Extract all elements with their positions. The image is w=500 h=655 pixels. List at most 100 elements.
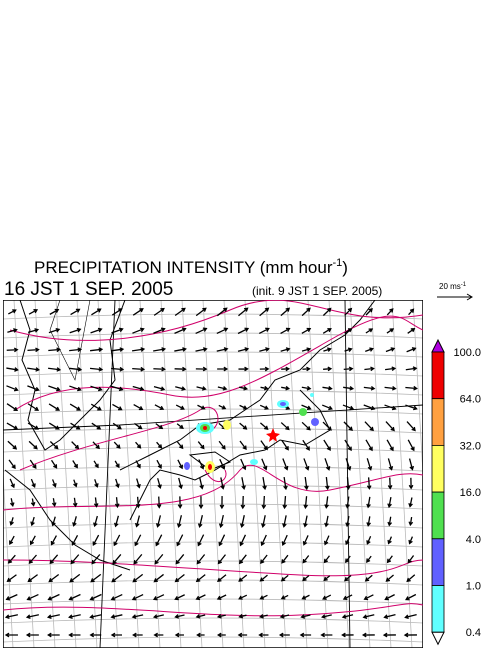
wind-vector: [238, 554, 247, 565]
wind-vector: [134, 422, 143, 430]
colorbar-band: [431, 444, 445, 493]
graticule-line: [13, 300, 35, 648]
wind-vector: [49, 554, 59, 565]
wind-vector: [132, 385, 145, 392]
wind-vector: [280, 307, 291, 317]
wind-vector: [174, 594, 185, 601]
wind-vector: [111, 573, 123, 583]
wind-vector: [320, 632, 333, 638]
wind-vector: [386, 328, 395, 334]
wind-vector: [239, 515, 245, 529]
wind-vector: [112, 422, 122, 430]
wind-vector: [7, 554, 16, 564]
wind-vector: [281, 554, 289, 564]
wind-vector: [174, 327, 187, 334]
wind-vector: [49, 441, 59, 450]
wind-vector: [406, 421, 416, 432]
wind-vector: [92, 534, 100, 547]
wind-vector: [195, 574, 206, 583]
wind-vector: [112, 403, 123, 411]
graticule-line: [223, 300, 245, 648]
init-time: (init. 9 JST 1 SEP. 2005): [252, 284, 382, 298]
wind-vector: [216, 594, 227, 600]
wind-vector: [155, 534, 163, 547]
wind-vector: [90, 385, 103, 392]
wind-vector: [110, 632, 122, 638]
wind-vector: [303, 496, 309, 510]
wind-vector: [110, 347, 125, 352]
wind-vector: [366, 458, 373, 471]
wind-vector: [366, 496, 371, 509]
graticule-line: [34, 300, 56, 648]
graticule-line: [3, 484, 423, 491]
colorbar-band: [431, 585, 445, 633]
graticule-line: [76, 300, 98, 648]
wind-vector: [69, 385, 82, 392]
wind-vector: [196, 632, 205, 638]
wind-vector: [157, 478, 162, 489]
wind-vector: [89, 614, 102, 619]
wind-vector: [262, 477, 267, 491]
wind-vector: [89, 366, 104, 372]
colorbar-label: 4.0: [466, 534, 481, 546]
wind-vector: [405, 404, 418, 411]
wind-vector: [217, 386, 228, 391]
wind-vector: [9, 498, 15, 508]
wind-vector: [178, 477, 183, 490]
wind-vector: [280, 327, 291, 334]
wind-vector: [25, 632, 39, 638]
wind-vector: [344, 439, 352, 452]
wind-vector: [260, 440, 268, 451]
wind-vector: [344, 328, 353, 334]
wind-vector: [365, 307, 373, 316]
wind-vector: [195, 594, 206, 601]
wind-vector: [385, 366, 397, 372]
wind-vector: [72, 516, 77, 527]
wind-vector: [50, 459, 58, 469]
wind-vector: [111, 385, 124, 392]
graticule-line: [181, 300, 203, 648]
wind-vector: [216, 307, 228, 317]
wind-vector: [47, 593, 60, 601]
wind-vector: [241, 477, 246, 490]
wind-vector: [47, 632, 60, 638]
wind-vector: [322, 594, 332, 600]
wind-vector: [366, 555, 372, 563]
wind-vector: [134, 515, 141, 528]
wind-vector: [195, 327, 208, 335]
wind-vector: [324, 535, 330, 546]
wind-vector: [197, 441, 205, 450]
wind-legend-arrow: [437, 293, 473, 301]
wind-vector: [90, 403, 102, 411]
graticule-line: [3, 408, 423, 415]
wind-vector: [6, 385, 19, 392]
wind-vector: [136, 478, 141, 489]
wind-vector: [70, 422, 81, 430]
wind-vector: [278, 632, 290, 638]
wind-vector: [195, 614, 206, 619]
wind-vector: [261, 458, 268, 471]
graticule-line: [97, 300, 119, 648]
wind-vector: [69, 347, 83, 353]
wind-vector: [406, 574, 416, 583]
wind-vector: [364, 366, 375, 372]
wind-vector: [279, 614, 290, 619]
wind-vector: [154, 404, 165, 411]
wind-vector: [408, 516, 414, 527]
wind-vector: [6, 422, 19, 430]
wind-vector: [27, 347, 40, 353]
wind-vector: [175, 554, 185, 565]
wind-vector: [176, 534, 184, 547]
wind-vector: [385, 421, 395, 432]
wind-vector: [133, 553, 143, 565]
wind-vector: [259, 594, 268, 600]
wind-vector: [111, 327, 124, 334]
wind-vector: [384, 594, 395, 601]
wind-vector: [197, 404, 206, 410]
wind-vector: [345, 458, 352, 471]
wind-vector: [301, 327, 312, 334]
wind-vector: [132, 573, 144, 583]
wind-vector: [198, 459, 205, 470]
wind-vector: [301, 404, 312, 411]
wind-vector: [153, 347, 167, 352]
